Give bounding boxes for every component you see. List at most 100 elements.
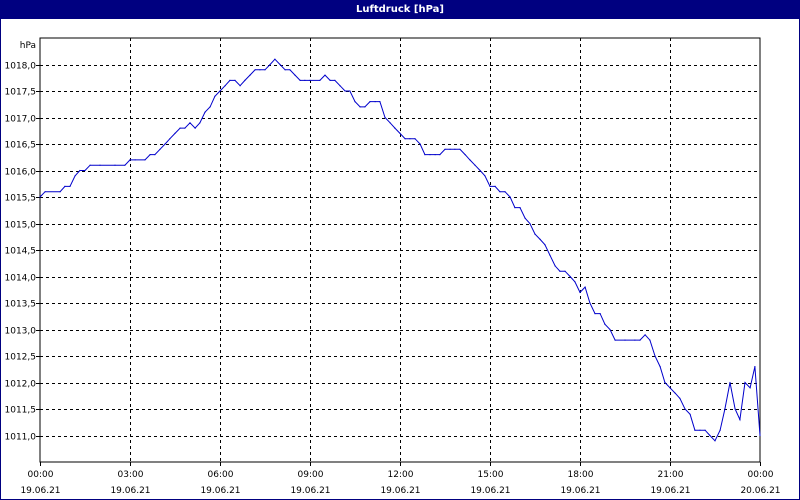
- data-point: [644, 334, 646, 336]
- data-point: [384, 116, 386, 119]
- data-point: [329, 79, 331, 81]
- y-tick-label: 1016,0: [5, 168, 37, 178]
- data-point: [294, 74, 296, 76]
- x-tick-date-label: 19.06.21: [560, 486, 600, 496]
- data-point: [609, 328, 611, 331]
- y-tick-label: 1011,5: [5, 406, 37, 416]
- data-point: [59, 191, 61, 193]
- data-point: [484, 175, 486, 177]
- data-point: [744, 381, 746, 384]
- data-point: [259, 69, 261, 71]
- data-point: [264, 69, 266, 71]
- data-point: [69, 185, 71, 187]
- data-point: [714, 440, 716, 442]
- data-point: [674, 392, 676, 394]
- data-point: [429, 154, 431, 156]
- data-point: [254, 69, 256, 71]
- x-tick-time-label: 15:00: [478, 470, 504, 480]
- data-point: [124, 164, 126, 166]
- data-point: [369, 101, 371, 103]
- y-tick-label: 1014,5: [5, 247, 37, 257]
- data-point: [399, 132, 401, 134]
- data-point: [114, 164, 116, 166]
- data-point: [669, 387, 671, 389]
- data-point: [494, 185, 496, 187]
- data-point: [89, 164, 91, 166]
- data-point: [309, 79, 311, 81]
- data-point: [639, 339, 641, 341]
- data-point: [239, 85, 241, 87]
- data-point: [374, 101, 376, 103]
- data-point: [654, 355, 656, 357]
- data-point: [574, 281, 576, 283]
- x-tick-date-label: 19.06.21: [290, 486, 330, 496]
- y-tick-label: 1018,0: [5, 62, 37, 72]
- data-point: [134, 159, 136, 161]
- chart-title: Luftdruck [hPa]: [1, 1, 799, 19]
- data-point: [579, 291, 581, 293]
- data-point: [434, 154, 436, 156]
- data-point: [659, 366, 661, 368]
- y-tick-label: 1011,0: [5, 433, 37, 443]
- x-tick-date-label: 20.06.21: [740, 486, 780, 496]
- data-point: [734, 408, 736, 410]
- x-tick-date-label: 19.06.21: [470, 486, 510, 496]
- data-point: [489, 185, 491, 187]
- data-point: [194, 127, 196, 129]
- data-point: [289, 69, 291, 71]
- data-point: [449, 148, 451, 150]
- data-point: [144, 159, 146, 161]
- x-tick-time-label: 00:00: [748, 470, 774, 480]
- data-point: [604, 323, 606, 325]
- data-point: [599, 313, 601, 315]
- data-point: [99, 164, 101, 166]
- data-point: [739, 419, 741, 421]
- data-point: [594, 313, 596, 315]
- data-point: [504, 191, 506, 193]
- data-point: [569, 275, 571, 278]
- data-point: [754, 366, 756, 368]
- data-point: [284, 69, 286, 71]
- y-tick-label: 1013,5: [5, 300, 37, 310]
- data-point: [559, 270, 561, 272]
- data-point: [179, 127, 181, 129]
- data-point: [299, 79, 301, 81]
- y-tick-label: 1016,5: [5, 141, 37, 151]
- data-point: [719, 429, 721, 431]
- y-tick-label: 1015,0: [5, 221, 37, 231]
- data-point: [159, 148, 161, 150]
- x-tick-date-label: 19.06.21: [200, 486, 240, 496]
- x-tick-time-label: 21:00: [658, 470, 684, 480]
- data-point: [364, 106, 366, 108]
- data-point: [199, 122, 201, 124]
- data-point: [339, 85, 341, 87]
- x-tick-date-label: 19.06.21: [380, 486, 420, 496]
- data-point: [614, 339, 616, 341]
- data-point: [324, 74, 326, 76]
- data-point: [419, 143, 421, 145]
- data-point: [679, 397, 681, 399]
- data-point: [404, 138, 406, 140]
- data-point: [634, 339, 636, 341]
- data-point: [204, 111, 206, 113]
- data-point: [244, 79, 246, 81]
- data-point: [224, 85, 226, 87]
- data-point: [424, 154, 426, 156]
- data-point: [549, 254, 551, 256]
- data-point: [454, 148, 456, 150]
- data-point: [509, 196, 511, 198]
- data-point: [394, 127, 396, 129]
- data-point: [459, 148, 461, 150]
- data-point: [704, 429, 706, 431]
- data-point: [79, 169, 81, 172]
- data-point: [379, 101, 381, 103]
- data-point: [709, 434, 711, 437]
- x-tick-time-label: 00:00: [28, 470, 54, 480]
- data-point: [39, 196, 41, 198]
- y-tick-label: 1012,5: [5, 353, 37, 363]
- x-tick-time-label: 18:00: [568, 470, 594, 480]
- y-tick-label: 1014,0: [5, 274, 37, 284]
- x-tick-date-label: 19.06.21: [110, 486, 150, 496]
- data-point: [694, 429, 696, 431]
